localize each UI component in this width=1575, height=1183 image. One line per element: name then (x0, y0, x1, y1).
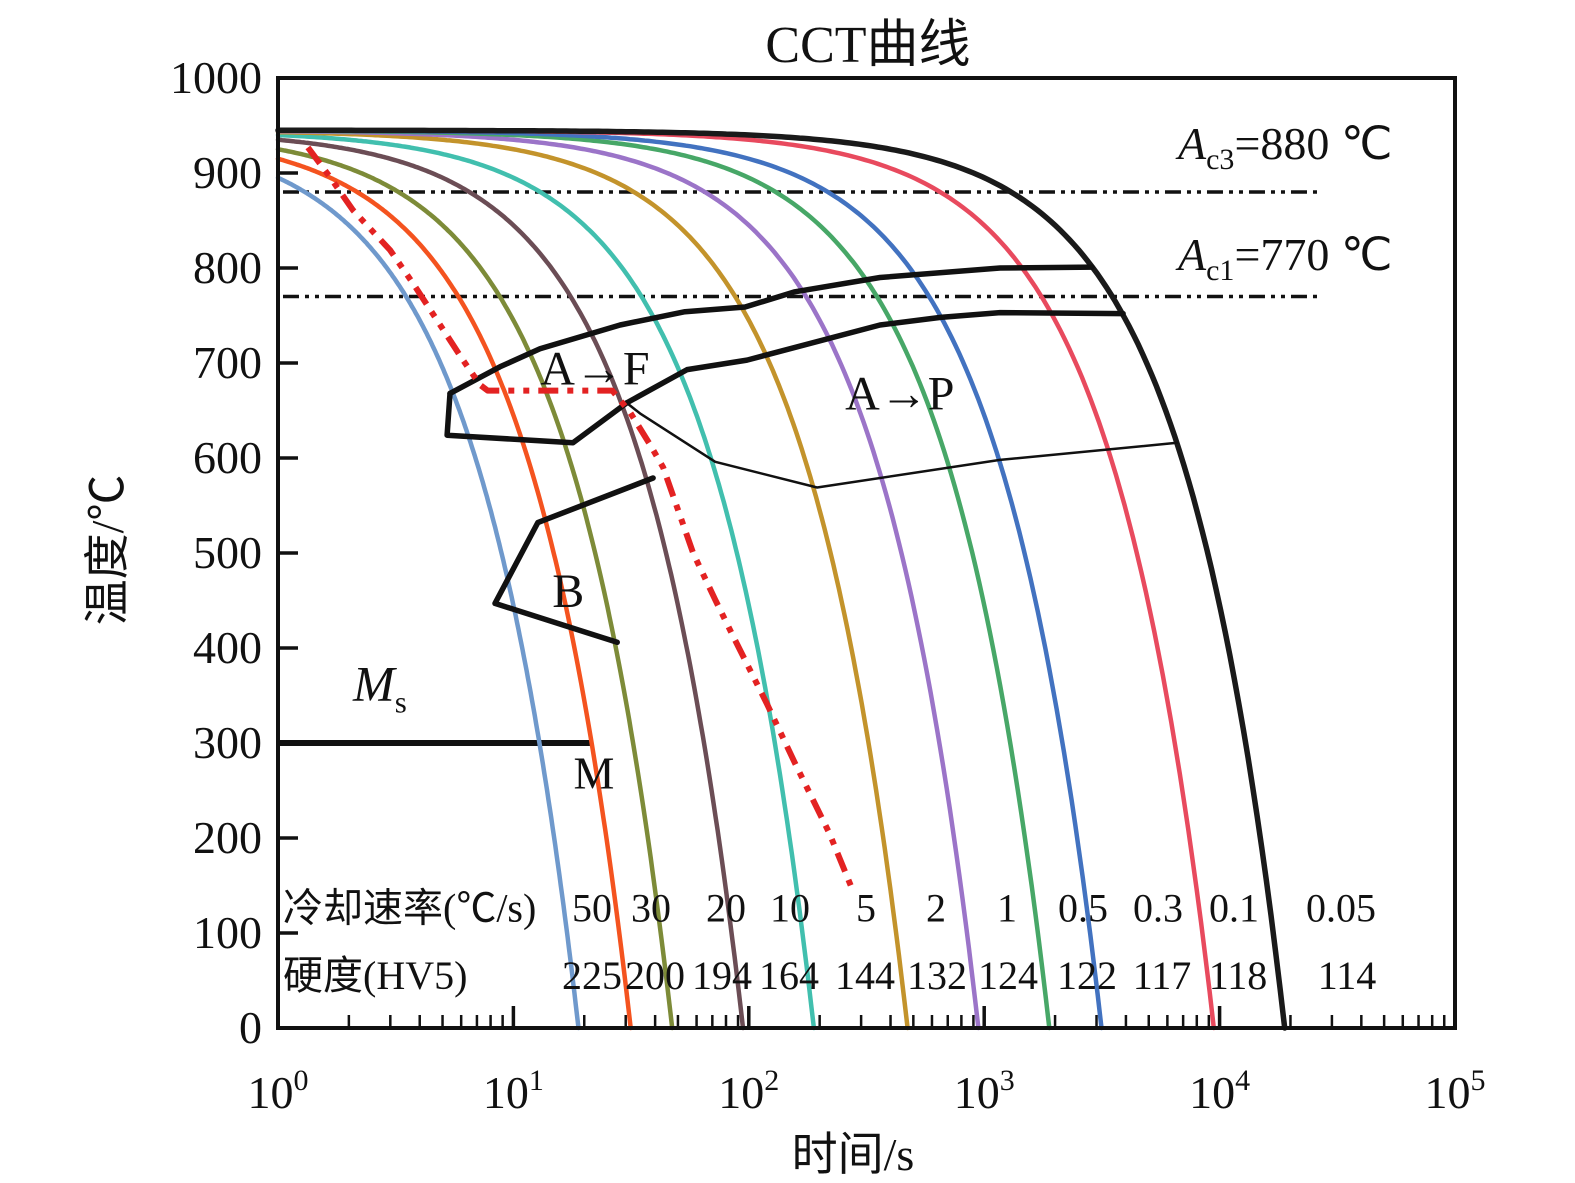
x-tick-label-1e3: 103 (954, 1064, 1015, 1118)
region-label-A→F: A→F (540, 343, 649, 396)
bainite-region-boundary (492, 475, 656, 646)
region-label-Ms: Ms (352, 656, 407, 720)
x-tick-label-1e4: 104 (1189, 1064, 1250, 1118)
cooling-rate-row-label: 冷却速率(℃/s) (283, 885, 536, 930)
y-tick-label-900: 900 (193, 147, 262, 198)
rate-value-1: 1 (997, 885, 1017, 930)
y-tick-label-0: 0 (239, 1002, 262, 1053)
ferrite-left-closure (444, 390, 630, 446)
region-label-B: B (552, 565, 584, 618)
cooling-curve-0.05 (275, 127, 1288, 1031)
hardness-value-124: 124 (978, 953, 1038, 998)
ac3-value: =880 ℃ (1234, 118, 1393, 169)
y-tick-label-800: 800 (193, 242, 262, 293)
rate-value-20: 20 (706, 885, 746, 930)
y-tick-label-600: 600 (193, 432, 262, 483)
y-tick-label-200: 200 (193, 812, 262, 863)
hardness-row-label: 硬度(HV5) (283, 953, 467, 998)
rate-value-0.1: 0.1 (1209, 885, 1259, 930)
x-tick-label-1e5: 105 (1425, 1064, 1486, 1118)
hardness-value-132: 132 (907, 953, 967, 998)
rate-value-2: 2 (926, 885, 946, 930)
rate-value-5: 5 (856, 885, 876, 930)
ac1-annotation: Ac1=770 ℃ (1178, 227, 1393, 288)
hardness-value-164: 164 (759, 953, 819, 998)
y-tick-label-300: 300 (193, 717, 262, 768)
cooling-curve-30 (275, 156, 633, 1031)
region-label-M: M (574, 748, 615, 799)
hardness-value-200: 200 (625, 953, 685, 998)
y-tick-label-1000: 1000 (170, 52, 262, 103)
rate-value-30: 30 (631, 885, 671, 930)
critical-cooling-path (305, 145, 855, 889)
hardness-value-194: 194 (692, 953, 752, 998)
cooling-curve-5 (275, 132, 817, 1031)
pearlite-start-line (623, 309, 1126, 406)
transformation-finish-line (625, 401, 1179, 489)
y-tick-label-100: 100 (193, 907, 262, 958)
y-tick-label-500: 500 (193, 527, 262, 578)
ac3-subscript: c3 (1206, 143, 1235, 177)
hardness-value-114: 114 (1318, 953, 1377, 998)
region-label-A→P: A→P (845, 367, 954, 420)
rate-value-0.3: 0.3 (1133, 885, 1183, 930)
x-tick-label-1e2: 102 (718, 1064, 779, 1118)
x-axis-title: 时间/s (791, 1129, 915, 1180)
hardness-value-122: 122 (1057, 953, 1117, 998)
ferrite-start-line (447, 264, 1095, 397)
rate-value-50: 50 (572, 885, 612, 930)
ac1-value: =770 ℃ (1234, 229, 1393, 280)
hardness-value-144: 144 (835, 953, 895, 998)
ac1-symbol: A (1178, 229, 1207, 280)
y-axis-title: 温度/℃ (82, 474, 133, 626)
cooling-curve-10 (275, 137, 746, 1031)
ac3-symbol: A (1178, 118, 1207, 169)
chart-title: CCT曲线 (765, 17, 971, 74)
y-tick-label-400: 400 (193, 622, 262, 673)
rate-value-0.5: 0.5 (1058, 885, 1108, 930)
rate-value-0.05: 0.05 (1306, 885, 1376, 930)
ac1-subscript: c1 (1206, 254, 1235, 288)
hardness-value-118: 118 (1209, 953, 1268, 998)
x-tick-label-1e0: 100 (248, 1064, 309, 1118)
x-tick-label-1e1: 101 (483, 1064, 544, 1118)
cooling-curve-20 (275, 147, 675, 1031)
cooling-curve-50 (275, 175, 581, 1031)
hardness-value-225: 225 (562, 953, 622, 998)
y-tick-label-700: 700 (193, 337, 262, 388)
cooling-curve-2 (275, 129, 910, 1031)
hardness-value-117: 117 (1133, 953, 1192, 998)
ac3-annotation: Ac3=880 ℃ (1178, 116, 1393, 177)
rate-value-10: 10 (770, 885, 810, 930)
